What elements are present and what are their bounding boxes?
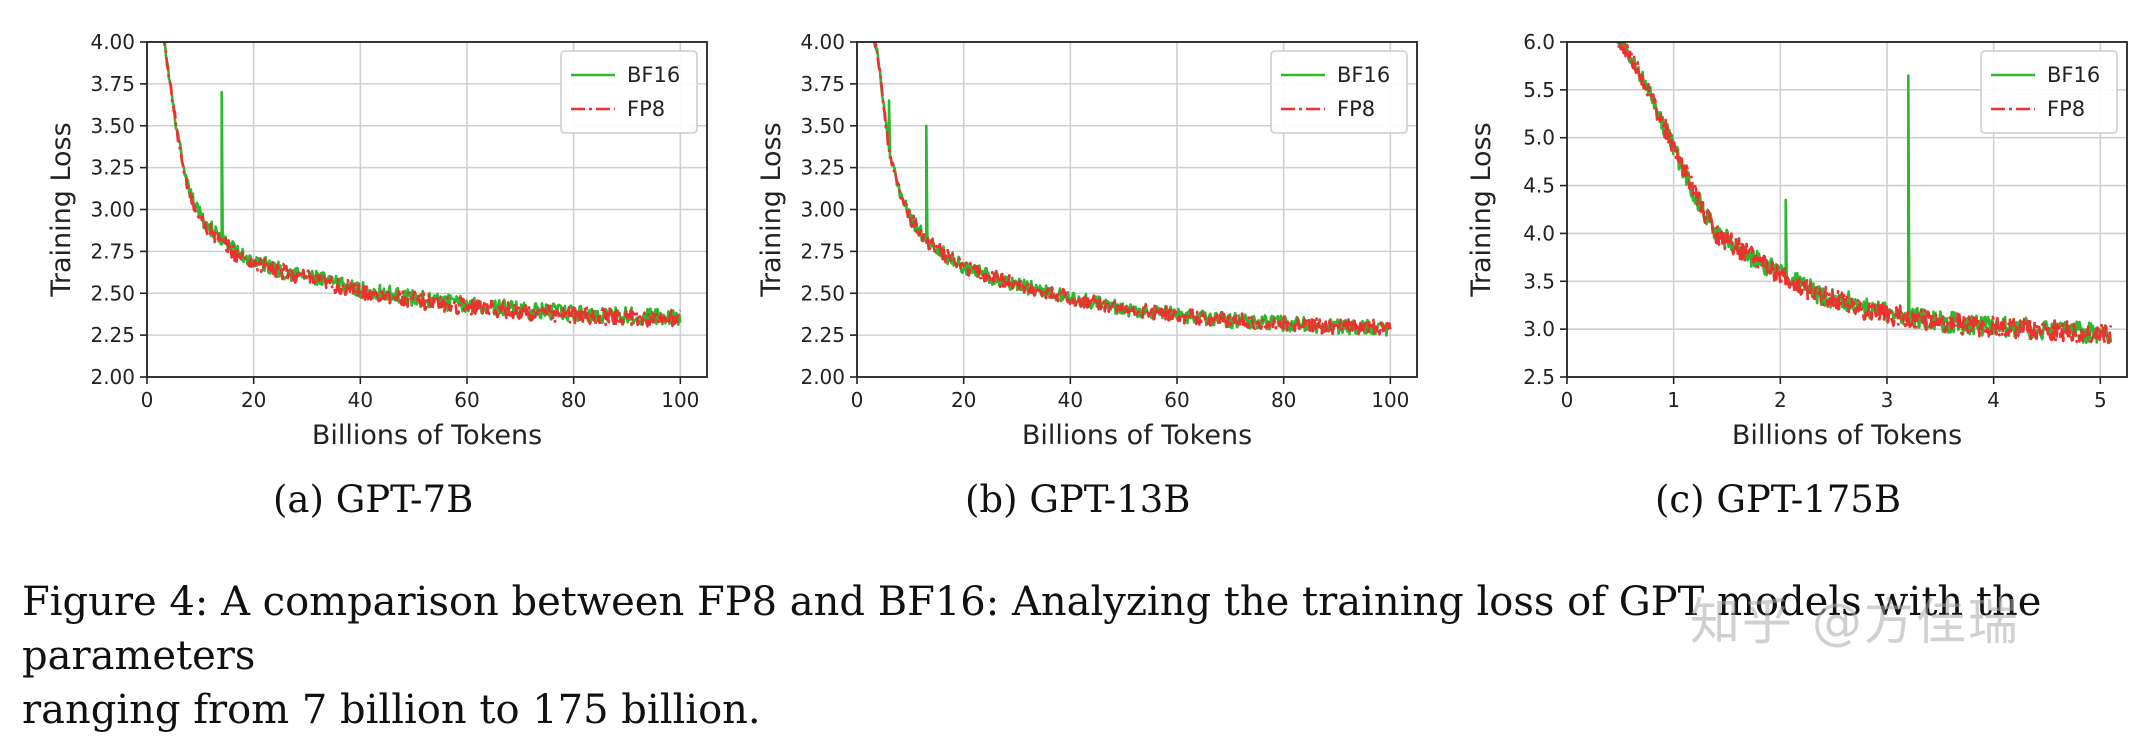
chart-svg: 0 20 40 60 80 100 2.00 2.25 2.50 2.75 3.00 3.25 3.50… (756, 30, 1418, 451)
legend-label-fp8: FP8 (2047, 97, 2085, 121)
y-tick-label: 3.00 (90, 198, 135, 222)
y-tick-label: 4.00 (90, 30, 135, 54)
y-axis-label: Training Loss (756, 122, 787, 297)
x-tick-label: 20 (241, 388, 266, 412)
y-axis-label: Training Loss (46, 122, 77, 297)
subcaption-c: (c) GPT-175B (1655, 478, 1902, 521)
legend-box (1270, 50, 1408, 134)
x-tick-label: 40 (348, 388, 373, 412)
x-tick-label: 4 (1987, 388, 2000, 412)
x-tick-label: 100 (661, 388, 699, 412)
y-tick-label: 3.75 (90, 72, 135, 96)
chart-gpt-7b: 0 20 40 60 80 100 2.00 2.25 2.50 2.75 3.00 3.25 3.50… (0, 0, 710, 470)
x-tick-label: 0 (141, 388, 154, 412)
legend-label-bf16: BF16 (2047, 63, 2100, 87)
legend-box (1980, 50, 2118, 134)
series-line-fp8 (872, 42, 1392, 336)
x-tick-label: 80 (561, 388, 586, 412)
chart-svg: 0 20 40 60 80 100 2.00 2.25 2.50 2.75 3.00 3.25 3.50… (46, 30, 708, 451)
y-tick-label: 3.50 (800, 114, 845, 138)
legend-label-bf16: BF16 (1337, 63, 1390, 87)
x-tick-label: 20 (951, 388, 976, 412)
figure-caption-line-1: Figure 4: A comparison between FP8 and B… (22, 579, 2042, 679)
y-tick-label: 5.0 (1523, 126, 1555, 150)
x-axis-label: Billions of Tokens (312, 420, 542, 451)
y-tick-label: 2.00 (800, 365, 845, 389)
y-tick-label: 3.25 (800, 156, 845, 180)
x-tick-label: 80 (1271, 388, 1296, 412)
y-tick-label: 2.75 (90, 239, 135, 263)
x-tick-label: 40 (1058, 388, 1083, 412)
x-tick-label: 0 (1561, 388, 1574, 412)
y-tick-label: 4.0 (1523, 221, 1555, 245)
x-tick-label: 60 (454, 388, 479, 412)
legend-label-bf16: BF16 (627, 63, 680, 87)
x-tick-label: 3 (1881, 388, 1894, 412)
y-tick-label: 6.0 (1523, 30, 1555, 54)
chart-gpt-175b: 0 1 2 3 4 5 2.5 3.0 3.5 4.0 4.5 5.0 5.5 6.0 Billions o… (1420, 0, 2130, 470)
y-tick-label: 3.5 (1523, 269, 1555, 293)
x-tick-label: 5 (2094, 388, 2107, 412)
x-axis-label: Billions of Tokens (1732, 420, 1962, 451)
x-tick-label: 60 (1164, 388, 1189, 412)
y-tick-label: 2.50 (800, 281, 845, 305)
y-tick-label: 2.50 (90, 281, 135, 305)
y-tick-label: 2.00 (90, 365, 135, 389)
y-tick-label: 2.25 (800, 323, 845, 347)
plot-frame (146, 41, 708, 378)
y-tick-label: 2.75 (800, 239, 845, 263)
x-tick-label: 100 (1371, 388, 1409, 412)
x-axis-label: Billions of Tokens (1022, 420, 1252, 451)
y-tick-label: 4.00 (800, 30, 845, 54)
series-line-fp8 (162, 42, 682, 328)
series-line-fp8 (1617, 42, 2113, 345)
plot-frame (1566, 41, 2128, 378)
figure-caption-line-2: ranging from 7 billion to 175 billion. (22, 687, 761, 733)
subcaption-b: (b) GPT-13B (965, 478, 1191, 521)
y-tick-label: 2.25 (90, 323, 135, 347)
y-tick-label: 3.25 (90, 156, 135, 180)
y-tick-label: 3.75 (800, 72, 845, 96)
legend-label-fp8: FP8 (627, 97, 665, 121)
y-tick-label: 3.0 (1523, 317, 1555, 341)
plot-frame (856, 41, 1418, 378)
watermark-text: 知乎 @方佳瑞 (1690, 593, 2020, 651)
x-tick-label: 1 (1667, 388, 1680, 412)
y-axis-label: Training Loss (1466, 122, 1497, 297)
x-tick-label: 0 (851, 388, 864, 412)
subcaption-a: (a) GPT-7B (273, 478, 474, 521)
y-tick-label: 3.00 (800, 198, 845, 222)
chart-gpt-13b: 0 20 40 60 80 100 2.00 2.25 2.50 2.75 3.00 3.25 3.50… (710, 0, 1420, 470)
chart-svg: 0 1 2 3 4 5 2.5 3.0 3.5 4.0 4.5 5.0 5.5 6.0 Billions o… (1466, 30, 2128, 451)
legend-box (560, 50, 698, 134)
x-tick-label: 2 (1774, 388, 1787, 412)
y-tick-label: 4.5 (1523, 174, 1555, 198)
y-tick-label: 2.5 (1523, 365, 1555, 389)
y-tick-label: 3.50 (90, 114, 135, 138)
legend-label-fp8: FP8 (1337, 97, 1375, 121)
y-tick-label: 5.5 (1523, 78, 1555, 102)
